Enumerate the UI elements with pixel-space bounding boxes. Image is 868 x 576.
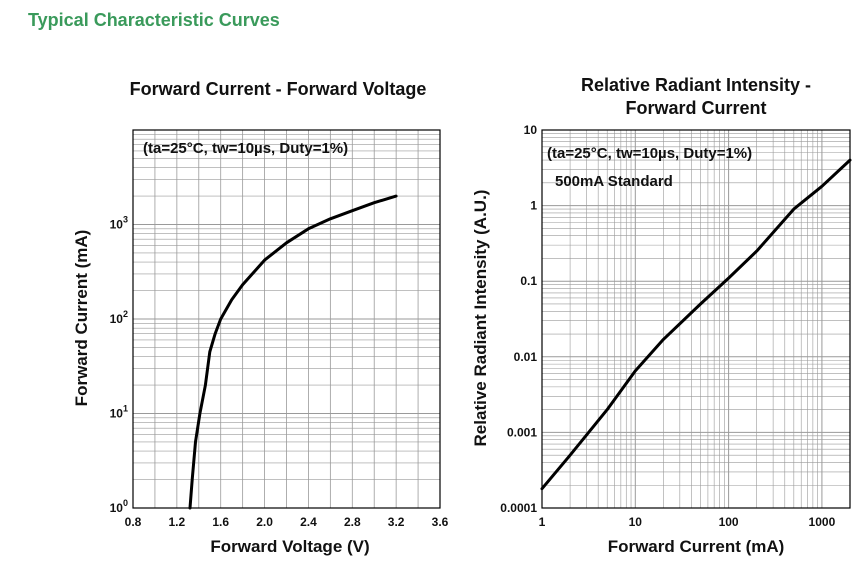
chart2-plot-frame xyxy=(541,129,851,509)
chart1-plot-frame xyxy=(132,129,441,509)
chart2-y-tick-label: 0.001 xyxy=(507,425,537,439)
chart2-y-tick-label: 0.01 xyxy=(514,350,538,364)
chart1-x-tick-label: 2.8 xyxy=(344,515,361,529)
chart1-x-tick-label: 1.2 xyxy=(169,515,186,529)
chart2-x-tick-label: 1 xyxy=(539,515,546,529)
chart1-y-tick-label: 101 xyxy=(110,404,128,421)
chart-forward-current-voltage: Forward Current - Forward Voltage 0.8 1.2… xyxy=(72,79,449,556)
chart1-series-line xyxy=(188,194,398,510)
chart1-grid xyxy=(132,130,441,509)
chart1-y-ticks: 100 101 102 103 xyxy=(110,215,128,516)
chart1-y-tick-label: 100 xyxy=(110,498,128,515)
chart1-x-tick-label: 1.6 xyxy=(212,515,229,529)
chart1-y-tick-label: 102 xyxy=(110,309,128,326)
chart1-annotation: (ta=25°C, tw=10µs, Duty=1%) xyxy=(143,140,348,157)
chart1-x-ticks: 0.8 1.2 1.6 2.0 2.4 2.8 3.2 3.6 xyxy=(125,515,449,529)
chart1-x-tick-label: 2.4 xyxy=(300,515,317,529)
chart2-x-tick-label: 100 xyxy=(719,515,739,529)
chart-radiant-intensity-current: Relative Radiant Intensity - Forward Cur… xyxy=(471,75,852,556)
chart2-title-line2: Forward Current xyxy=(625,98,766,118)
chart1-x-tick-label: 3.2 xyxy=(388,515,405,529)
chart1-x-tick-label: 0.8 xyxy=(125,515,142,529)
chart2-y-tick-label: 10 xyxy=(524,123,538,137)
chart2-y-tick-label: 0.0001 xyxy=(500,501,537,515)
chart1-x-tick-label: 3.6 xyxy=(432,515,449,529)
chart2-series-line xyxy=(540,158,852,491)
chart1-y-axis-title: Forward Current (mA) xyxy=(72,230,91,407)
chart1-title: Forward Current - Forward Voltage xyxy=(130,79,427,99)
chart1-x-axis-title: Forward Voltage (V) xyxy=(210,537,369,556)
chart2-x-ticks: 1 10 100 1000 xyxy=(539,515,836,529)
chart2-annotation-conditions: (ta=25°C, tw=10µs, Duty=1%) xyxy=(547,145,752,162)
chart2-y-axis-title: Relative Radiant Intensity (A.U.) xyxy=(471,190,490,447)
chart2-annotation-standard: 500mA Standard xyxy=(555,173,673,190)
chart2-x-axis-title: Forward Current (mA) xyxy=(608,537,785,556)
chart2-x-tick-label: 1000 xyxy=(809,515,836,529)
page-heading: Typical Characteristic Curves xyxy=(28,10,280,30)
chart1-y-tick-label: 103 xyxy=(110,215,128,232)
chart2-x-tick-label: 10 xyxy=(629,515,643,529)
chart2-y-ticks: 0.0001 0.001 0.01 0.1 1 10 xyxy=(500,123,537,515)
chart1-x-tick-label: 2.0 xyxy=(256,515,273,529)
chart2-y-tick-label: 1 xyxy=(530,199,537,213)
chart2-title-line1: Relative Radiant Intensity - xyxy=(581,75,811,95)
chart2-y-tick-label: 0.1 xyxy=(520,274,537,288)
